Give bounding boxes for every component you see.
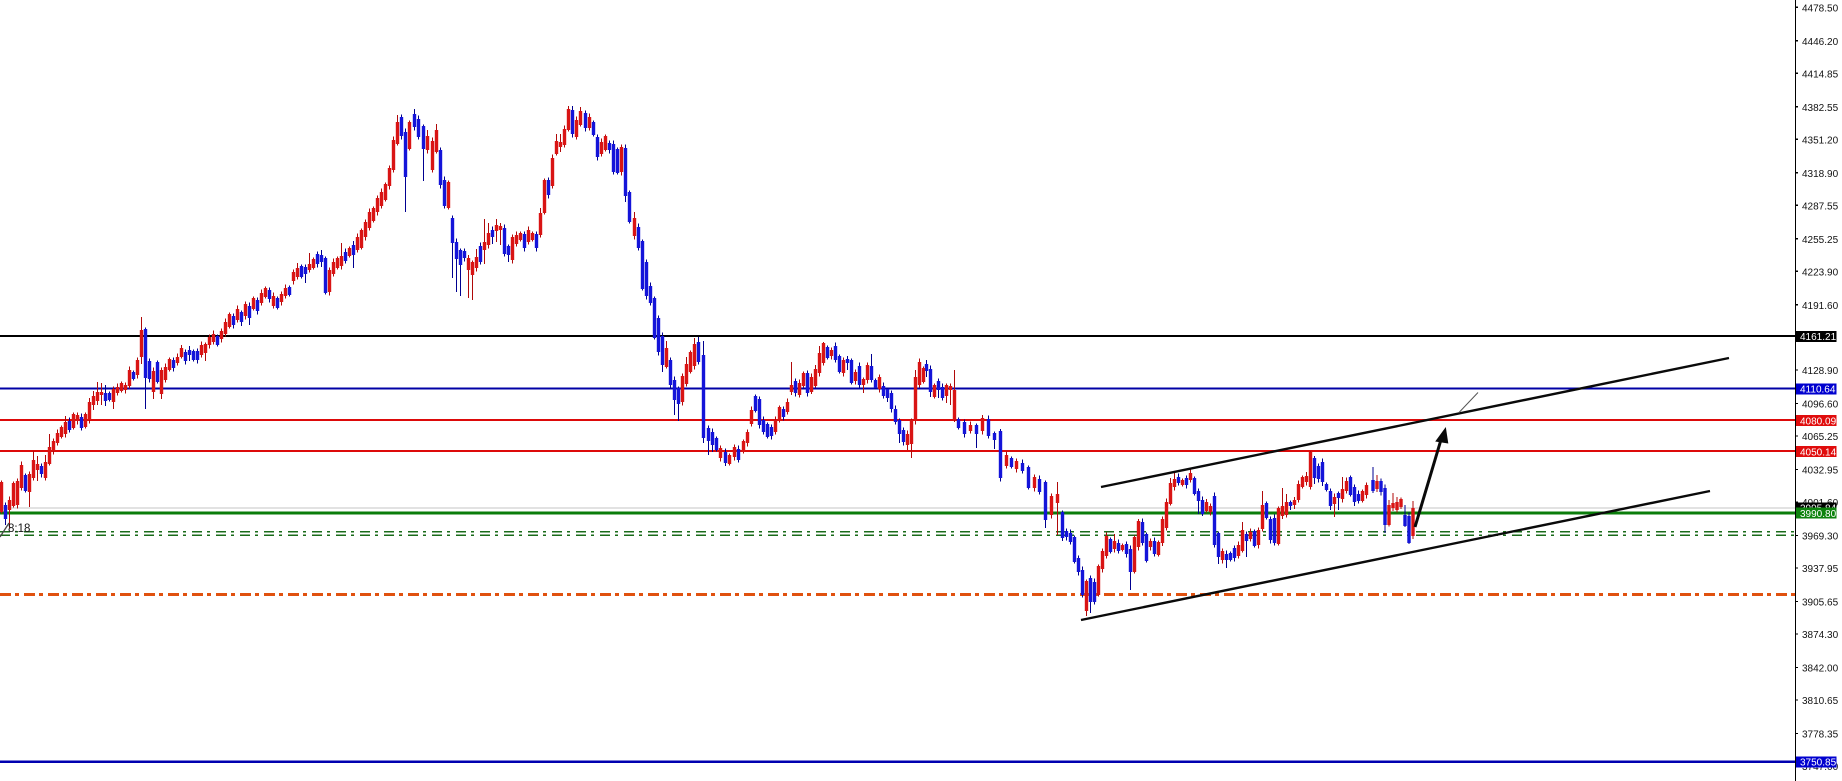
svg-text:4128.90: 4128.90 — [1802, 366, 1839, 377]
svg-text:4050.14: 4050.14 — [1800, 447, 1837, 458]
svg-text:3842.00: 3842.00 — [1802, 663, 1839, 674]
svg-text:4161.21: 4161.21 — [1800, 332, 1837, 343]
svg-text:4414.85: 4414.85 — [1802, 69, 1839, 80]
svg-text:4080.09: 4080.09 — [1800, 416, 1837, 427]
svg-text:4446.20: 4446.20 — [1802, 37, 1839, 48]
svg-text:4096.60: 4096.60 — [1802, 399, 1839, 410]
svg-text:3874.30: 3874.30 — [1802, 630, 1839, 641]
svg-text:3937.95: 3937.95 — [1802, 564, 1839, 575]
svg-text:3810.65: 3810.65 — [1802, 696, 1839, 707]
svg-text:4478.50: 4478.50 — [1802, 3, 1839, 14]
svg-text:3969.30: 3969.30 — [1802, 531, 1839, 542]
svg-text:3778.35: 3778.35 — [1802, 729, 1839, 740]
svg-text:3750.85: 3750.85 — [1800, 758, 1837, 769]
svg-text:4287.55: 4287.55 — [1802, 201, 1839, 212]
svg-text:3990.80: 3990.80 — [1800, 509, 1837, 520]
svg-text:4223.90: 4223.90 — [1802, 267, 1839, 278]
svg-text:4318.90: 4318.90 — [1802, 169, 1839, 180]
svg-text:4110.64: 4110.64 — [1800, 385, 1836, 396]
svg-text:4382.55: 4382.55 — [1802, 103, 1839, 114]
svg-text:4255.25: 4255.25 — [1802, 235, 1839, 246]
svg-text:4351.20: 4351.20 — [1802, 135, 1839, 146]
svg-text:4191.60: 4191.60 — [1802, 301, 1839, 312]
svg-text:4065.25: 4065.25 — [1802, 432, 1839, 443]
svg-text:8:18: 8:18 — [8, 523, 30, 535]
svg-text:4032.95: 4032.95 — [1802, 465, 1839, 476]
svg-text:3905.65: 3905.65 — [1802, 597, 1839, 608]
